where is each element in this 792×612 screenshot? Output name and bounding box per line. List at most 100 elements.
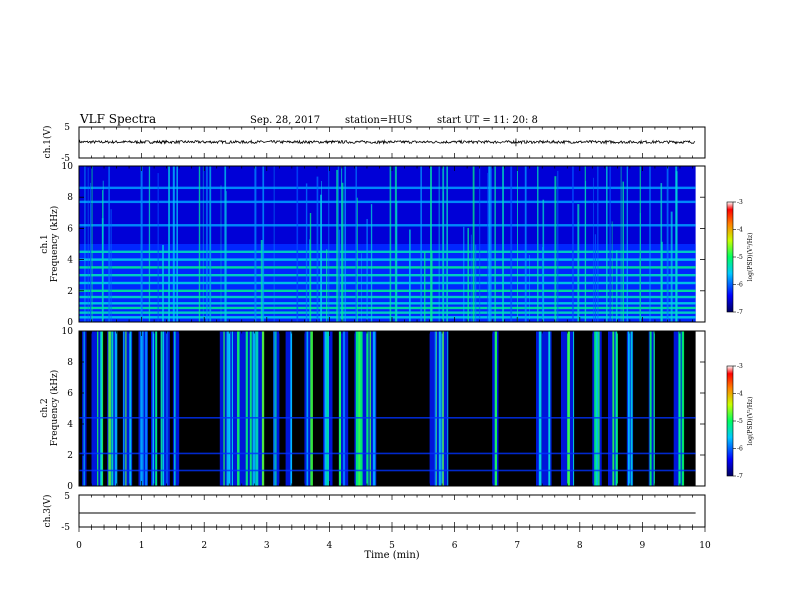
header-start-label: start UT = (437, 115, 491, 126)
ch2-spectrogram-burst-line (359, 331, 361, 486)
ch1-ytick-top: 5 (64, 123, 70, 133)
ch1-spectrogram-sferic (463, 226, 465, 322)
ch1-spectrogram-image (79, 166, 705, 322)
ch1-spectrogram-sferic (176, 166, 178, 322)
ch1-spectrogram-sferic (87, 167, 89, 322)
ch1-spectrogram-sferic (389, 166, 392, 322)
ch1-spectrogram-sferic (336, 169, 339, 322)
x-axis-tick-labels: 0 1 2 3 4 5 6 7 8 9 10 (76, 541, 711, 551)
ch1-colorbar (726, 201, 734, 313)
ch2-spectrogram-line (79, 417, 696, 419)
ch1-spectrogram-sferic (622, 181, 624, 322)
ch2-spectrogram-burst-line (166, 331, 168, 486)
ch1-spectrogram-sferic (344, 166, 346, 322)
ch1-spectrogram-sferic (490, 166, 492, 322)
ch1-spectrogram-line (79, 316, 696, 319)
ch2-spectrogram-burst-line (114, 331, 118, 486)
ch2-spectrogram-burst-line (324, 331, 327, 486)
ch2-spectrogram-burst-line (594, 331, 597, 486)
ch1-ytick-label: 4 (67, 256, 73, 266)
ch2-colorbar-tick-label: -7 (737, 473, 743, 480)
ch1-spectrogram-sferic (224, 166, 227, 322)
ch2-spectrogram-burst-line (649, 331, 652, 486)
ch2-spectrogram-line (79, 469, 696, 472)
ch1-spectrogram-sferic (517, 166, 518, 322)
header-station: station=HUS (345, 115, 412, 126)
ch2-spectrogram-burst (151, 331, 158, 486)
ch1-ylabel: ch.1(V) (42, 126, 53, 159)
ch1-spectrogram-sferic (172, 166, 175, 322)
x-tick-label: 3 (264, 541, 270, 551)
ch2-spectrogram-burst-line (653, 331, 655, 486)
x-axis-ticks (78, 127, 706, 532)
ch1-spectrogram-sferic (141, 166, 143, 322)
ch2-spectrogram-burst-line (252, 331, 256, 486)
x-tick-label: 4 (327, 541, 333, 551)
ch2-spectrogram-burst-line (140, 331, 143, 486)
ch1-spectrogram-sferic (649, 166, 651, 322)
ch2-spectrogram-line (79, 452, 696, 455)
ch2-spectrogram-burst-line (291, 331, 293, 486)
ch1-spectrogram-sferic (396, 201, 398, 322)
x-tick-label: 1 (139, 541, 145, 551)
ch1-ytick-label: 6 (67, 224, 73, 234)
ch2-spectrogram-burst-line (108, 331, 111, 486)
ch2-spectrogram-burst (626, 331, 634, 486)
ch1-spectrogram-sferic (356, 197, 358, 322)
ch1-spectrogram-line (79, 224, 696, 227)
ch2-spectrogram-burst-line (275, 331, 277, 486)
ch2-spectrogram-burst-line (256, 331, 259, 486)
ch2-spectrogram-burst-line (160, 331, 163, 486)
ch2-spectrogram-burst-line (678, 331, 681, 486)
ch1-spectrogram-sferic (537, 166, 539, 322)
ch1-colorbar-tick-label: -4 (737, 227, 743, 234)
ch2-spectrogram-burst-line (111, 331, 114, 486)
ch3-ytick-top: 5 (64, 492, 70, 502)
ch2-spectrogram-background (79, 331, 696, 486)
ch1-spectrogram-sferic (529, 255, 530, 322)
ch1-spectrogram-sferic (148, 166, 151, 322)
ch1-spectrogram-line (79, 281, 696, 285)
ch1-spectrogram-sferic (594, 234, 596, 322)
ch1-ytick-bottom: -5 (61, 154, 70, 164)
ch1-spectrogram-line (79, 306, 696, 310)
ch2-spectrogram-burst-line (227, 331, 231, 486)
ch1-spectrogram-sferic (510, 166, 513, 322)
ch2-spectrogram-yticks: 0 2 4 6 8 10 (62, 327, 705, 492)
ch2-spectrogram-burst (285, 331, 292, 486)
ch1-spectrogram-sferic (470, 234, 472, 322)
ch2-spectrogram-burst-line (123, 331, 125, 486)
ch1-colorbar-ticks: -3 -4 -5 -6 -7 (733, 199, 743, 316)
ch2-spectrogram-burst-line (567, 331, 569, 486)
ch1-spectrogram-sferic (341, 182, 344, 322)
ch2-spectrogram-burst-line (434, 331, 437, 486)
ch1-spectrogram-sferic (328, 166, 330, 322)
ch2-spectrogram-burst-line (142, 331, 144, 486)
ch1-spectrogram-line (79, 250, 696, 253)
ch1-spectrogram-sferic (524, 166, 527, 322)
ch2-colorbar-tick-label: -4 (737, 391, 743, 398)
ch1-spectrogram-sferic (494, 166, 496, 322)
x-tick-label: 6 (452, 541, 458, 551)
ch2-spectrogram-burst-line (447, 331, 449, 486)
ch1-spectrogram-sferic (660, 241, 663, 322)
ch2-spectrogram-image (79, 331, 705, 486)
ch1-spectrogram-sferic (341, 166, 343, 322)
ch1-spectrogram-sferic (309, 213, 312, 322)
ch2-spectrogram-burst-line (129, 331, 132, 486)
ch2-spectrogram-burst-line (441, 331, 443, 486)
ch1-spectrogram-sferic (108, 166, 110, 322)
ch2-spectrogram-burst-line (372, 331, 376, 486)
ch2-spectrogram-burst-line (326, 331, 329, 486)
ch1-spectrogram-sferic (366, 219, 368, 322)
ch2-spectrogram-burst-line (681, 331, 685, 486)
header-start-time: 11: 20: 8 (493, 115, 538, 126)
x-tick-label: 5 (389, 541, 395, 551)
ch2-colorbar-tick-label: -5 (737, 418, 743, 425)
ch1-spectrogram-sferic (609, 166, 611, 322)
ch2-spectrogram-burst-line (573, 331, 575, 486)
ch2-spectrogram-burst-line (355, 331, 359, 486)
